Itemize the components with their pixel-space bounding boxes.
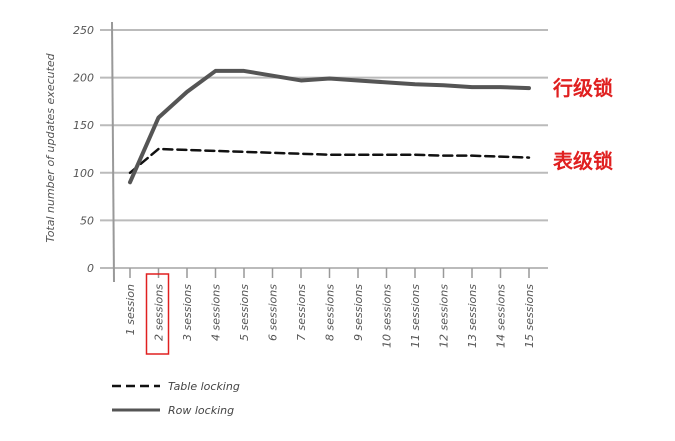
x-tick-label-11: 11 sessions: [409, 284, 422, 348]
x-tick-label-15: 15 sessions: [523, 284, 536, 348]
y-tick-label-200: 200: [73, 72, 94, 85]
x-tick-label-3: 3 sessions: [181, 284, 194, 341]
x-tick-label-1: 1 session: [124, 284, 137, 335]
legend: Table locking Row locking: [112, 380, 240, 417]
x-tick-label-12: 12 sessions: [438, 284, 451, 348]
x-axis: 1 session 2 sessions 3 sessions 4 sessions 5…: [124, 268, 536, 355]
series-lines: [128, 68, 531, 185]
y-tick-label-150: 150: [73, 119, 94, 132]
annotation-table-locking: 表级锁: [553, 149, 613, 173]
y-axis-line: [111, 21, 115, 283]
series-line-table-locking: [128, 147, 531, 175]
x-tick-label-6: 6 sessions: [267, 284, 280, 341]
legend-label-table-locking: Table locking: [168, 380, 240, 393]
y-tick-label-50: 50: [80, 214, 94, 227]
x-tick-label-4: 4 sessions: [210, 284, 223, 341]
annotation-row-locking: 行级锁: [552, 76, 613, 100]
legend-label-row-locking: Row locking: [168, 404, 234, 417]
x-tick-label-10: 10 sessions: [381, 284, 394, 348]
y-axis: 0 50 100 150 200 250: [73, 21, 115, 283]
highlight-box: [145, 273, 170, 355]
x-tick-label-9: 9 sessions: [352, 284, 365, 341]
y-tick-label-0: 0: [87, 262, 94, 275]
x-tick-label-7: 7 sessions: [295, 284, 308, 341]
x-tick-label-2: 2 sessions: [153, 284, 166, 341]
x-tick-label-13: 13 sessions: [466, 284, 479, 348]
x-tick-label-14: 14 sessions: [495, 284, 508, 348]
series-line-row-locking: [128, 68, 531, 185]
y-tick-label-100: 100: [73, 167, 94, 180]
y-axis-label: Total number of updates executed: [44, 52, 57, 242]
x-tick-label-8: 8 sessions: [324, 284, 337, 341]
y-tick-label-250: 250: [73, 24, 94, 37]
x-tick-label-5: 5 sessions: [238, 284, 251, 341]
